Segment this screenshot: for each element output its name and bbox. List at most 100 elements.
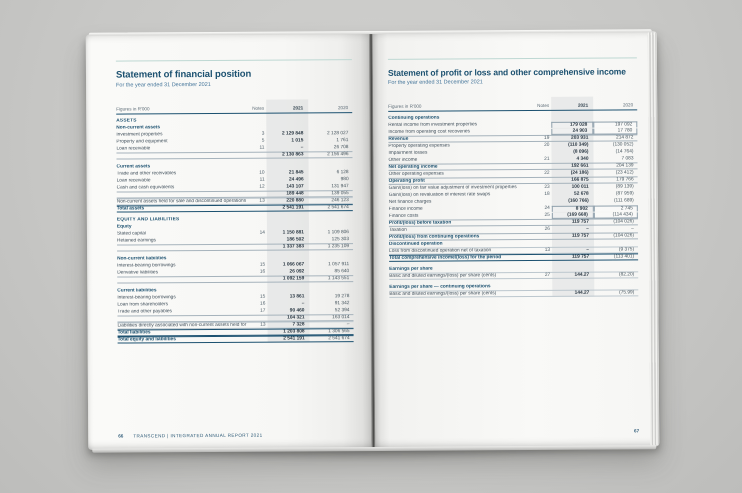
table-row: Basic and diluted earnings/(loss) per sh…: [389, 289, 639, 298]
value-2020: 1 235 109: [327, 244, 350, 250]
row-label: Net finance charges: [388, 199, 432, 205]
financial-position-table: Figures in R'000 Notes 2021 2020 ASSETS N…: [116, 99, 354, 344]
row-label: Finance costs: [388, 213, 419, 219]
row-label: Taxation: [388, 227, 407, 233]
value-2020: 17 780: [593, 127, 638, 135]
note-number: 12: [259, 184, 265, 190]
value-2021: 119 757: [571, 233, 589, 239]
page-title: Statement of financial position: [115, 68, 252, 81]
value-2020: (114 434): [593, 211, 638, 219]
top-rule: [115, 59, 352, 62]
value-2021: 179 028: [551, 121, 594, 128]
row-label: Loan from shareholders: [117, 302, 169, 308]
year-2021-column-header: 2021: [577, 102, 589, 108]
row-label: Other operating expenses: [388, 171, 444, 177]
note-number: 16: [260, 301, 266, 307]
row-label: Operating profit: [388, 178, 425, 184]
note-number: 25: [544, 212, 550, 218]
value-2021: 1 066 067: [282, 262, 305, 268]
value-2021: 1 092 159: [282, 276, 305, 282]
value-2021: 26 092: [289, 269, 305, 275]
row-label: [117, 194, 247, 195]
row-label: Basic and diluted earnings/(loss) per sh…: [389, 291, 497, 297]
value-2021: (24 186): [570, 170, 589, 176]
row-label: Interest-bearing borrowings: [117, 295, 176, 301]
row-label: Cash and cash equivalents: [116, 185, 175, 191]
value-2020: 139 055: [331, 191, 349, 197]
value-2021: 166 875: [571, 177, 589, 183]
row-label: Total assets: [116, 206, 145, 212]
row-label: Rental income from investment properties: [388, 122, 478, 128]
note-number: 13: [260, 322, 266, 328]
value-2021: 189 448: [286, 191, 304, 197]
row-label: Revenue: [388, 136, 409, 142]
note-number: 15: [259, 262, 266, 268]
row-label: Non-current liabilities: [117, 256, 167, 262]
value-2020: (130 052): [612, 142, 634, 148]
value-2020: (104 026): [613, 219, 634, 225]
value-2021: 7 328: [292, 322, 305, 328]
note-number: 20: [544, 142, 550, 148]
value-2021: 100 011: [571, 184, 589, 190]
value-2021: 4 340: [576, 156, 589, 162]
row-label: Earnings per share: [389, 266, 433, 272]
row-label: Gain/(loss) on revaluation of interest r…: [388, 192, 491, 198]
value-2021: 119 757: [572, 254, 590, 260]
row-label: Profit/(loss) from continuing operations: [388, 234, 480, 240]
note-number: 18: [544, 191, 550, 197]
value-2020: 1 143 551: [327, 276, 350, 282]
page-subtitle: For the year ended 31 December 2021: [388, 79, 483, 86]
row-label: Current liabilities: [117, 288, 157, 294]
value-2020: (23 412): [615, 170, 634, 176]
value-2020: 197 092: [593, 120, 638, 128]
value-2020: (89 139): [615, 184, 634, 190]
value-2020: (87 959): [615, 191, 634, 197]
right-page-footer: 67: [390, 428, 639, 435]
row-label: [117, 247, 247, 248]
row-label: Loan receivable: [116, 146, 151, 152]
value-2021: 144.27: [574, 272, 590, 278]
row-label: [117, 318, 247, 319]
value-2020: (113 401): [613, 254, 635, 260]
value-2020: 980: [340, 177, 349, 183]
value-2021: 13 861: [289, 294, 305, 300]
row-label: Current assets: [116, 164, 151, 170]
note-number: 26: [544, 226, 550, 232]
value-2020: 26 708: [333, 145, 349, 151]
value-2021: 1 150 881: [282, 230, 304, 236]
value-2021: 119 757: [571, 219, 589, 225]
value-2021: 192 661: [571, 163, 589, 169]
page-number: 66: [118, 433, 124, 439]
value-2020: (9 375): [618, 247, 635, 253]
notes-column-header: Notes: [537, 102, 550, 108]
report-running-title: TRANSCEND | INTEGRATED ANNUAL REPORT 202…: [133, 432, 263, 439]
value-2020: 1 057 911: [328, 262, 350, 268]
value-2020: (111 689): [613, 198, 634, 204]
notes-column-header: Notes: [252, 105, 265, 111]
page-stack-right-edge: [647, 32, 660, 446]
book-spread: Statement of financial position For the …: [85, 31, 660, 450]
value-2021: 2 541 191: [283, 336, 305, 342]
value-2021: –: [301, 301, 305, 307]
profit-or-loss-table: Figures in R'000 Notes 2021 2020 Continu…: [388, 96, 639, 298]
row-label: Other income: [388, 157, 418, 163]
note-number: 10: [259, 170, 265, 176]
table-body: ASSETS Non-current assets Investment prope…: [116, 116, 354, 344]
note-number: 11: [259, 145, 265, 151]
right-page-content: Statement of profit or loss and other co…: [373, 31, 660, 448]
row-label: Investment properties: [116, 132, 163, 138]
value-2020: 1 306 565: [328, 329, 350, 335]
row-label: Total comprehensive income/(loss) for th…: [389, 255, 502, 261]
row-label: Discontinued operation: [388, 241, 443, 247]
value-2021: 186 502: [286, 237, 305, 243]
note-number: 13: [544, 247, 551, 253]
value-2020: 2 745: [593, 204, 638, 212]
row-label: ASSETS: [116, 118, 137, 124]
value-2021: 24 903: [551, 128, 594, 135]
row-label: Non-current assets: [116, 125, 161, 131]
row-label: Loss from discontinued operation net of …: [389, 248, 492, 254]
row-label: Total liabilities: [117, 330, 151, 336]
note-number: 13: [259, 198, 265, 204]
table-header: Figures in R'000 Notes 2021 2020: [116, 102, 353, 115]
